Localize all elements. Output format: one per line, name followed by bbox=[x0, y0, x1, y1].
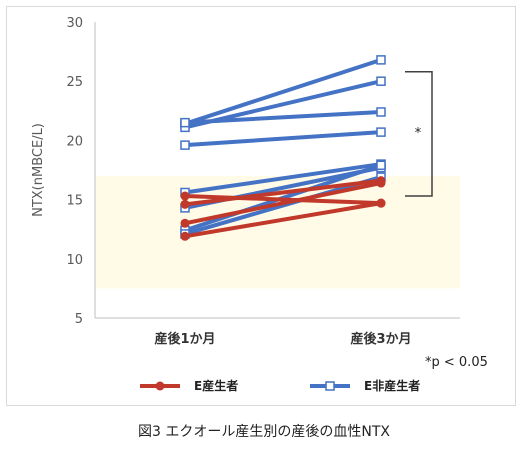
series-line bbox=[183, 181, 383, 226]
data-point bbox=[376, 55, 386, 65]
y-tick-label: 30 bbox=[66, 16, 83, 31]
data-point bbox=[376, 107, 386, 117]
y-tick-label: 20 bbox=[66, 134, 83, 149]
data-point bbox=[180, 218, 190, 228]
data-point bbox=[376, 178, 386, 188]
data-point bbox=[376, 160, 386, 171]
y-tick-label: 10 bbox=[66, 253, 83, 268]
footnote-p-value: *p < 0.05 bbox=[425, 355, 488, 370]
y-tick-label: 15 bbox=[66, 194, 83, 209]
data-point bbox=[376, 127, 386, 137]
data-point bbox=[180, 199, 190, 209]
series-line bbox=[183, 109, 383, 125]
legend-marker bbox=[325, 381, 335, 391]
series-line bbox=[183, 130, 383, 148]
legend-item: E産生者 bbox=[140, 378, 238, 393]
data-point bbox=[180, 117, 190, 128]
data-point bbox=[376, 76, 386, 86]
bracket-line bbox=[405, 70, 433, 197]
x-category-label: 産後1か月 bbox=[154, 331, 215, 347]
series-line bbox=[183, 162, 383, 195]
plot-series bbox=[180, 55, 386, 241]
data-point bbox=[180, 231, 190, 241]
y-tick-label: 25 bbox=[66, 75, 83, 90]
series-line bbox=[183, 194, 383, 206]
x-category-labels: 産後1か月 産後3か月 bbox=[154, 331, 411, 347]
series-line bbox=[183, 57, 383, 126]
series-line bbox=[183, 201, 383, 239]
legend-marker bbox=[155, 381, 165, 391]
series-e-producer bbox=[180, 176, 386, 241]
data-point bbox=[180, 140, 190, 150]
legend-label: E産生者 bbox=[194, 378, 238, 393]
data-point bbox=[180, 191, 190, 201]
y-tick-labels: 5 10 15 20 25 30 bbox=[66, 16, 83, 327]
series-line bbox=[183, 178, 383, 207]
x-category-label: 産後3か月 bbox=[350, 331, 411, 347]
data-point bbox=[376, 198, 386, 208]
y-axis-label: NTX(nMBCE/L) bbox=[31, 123, 46, 217]
legend-label: E非産生者 bbox=[364, 378, 420, 393]
chart-frame bbox=[6, 6, 516, 406]
significance-bracket bbox=[405, 70, 433, 197]
legend-item: E非産生者 bbox=[310, 378, 420, 393]
legend: E産生者 E非産生者 bbox=[140, 378, 420, 393]
y-tick-label: 5 bbox=[75, 312, 83, 327]
figure-caption: 図3 エクオール産生別の産後の血性NTX bbox=[138, 424, 390, 440]
significance-asterisk: * bbox=[415, 126, 422, 141]
